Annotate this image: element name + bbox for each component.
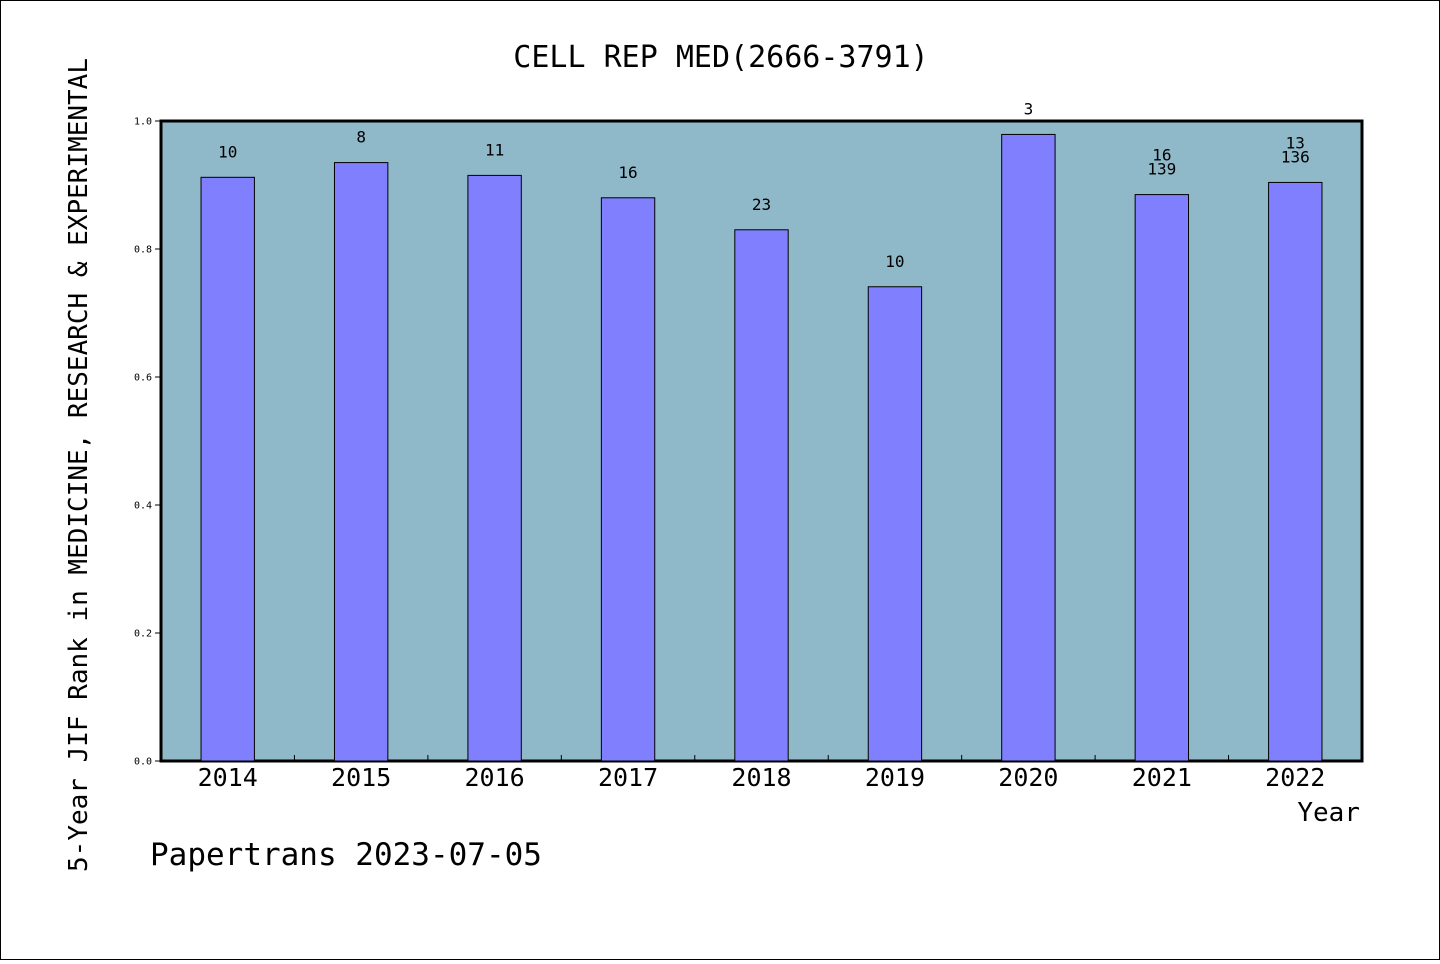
bar-value-label: 11 [485,140,504,159]
bar-value-label: 23 [752,195,771,214]
bar-value-label: 139 [1147,160,1176,179]
bar-2020 [1001,133,1056,762]
bar-2017 [600,197,656,762]
bar-value-label: 8 [356,128,366,147]
y-axis: 0.0 0.2 0.4 0.6 0.8 1.0 [134,117,161,768]
y-tick-label: 0.8 [134,245,152,256]
x-tick-label: 2018 [731,763,791,792]
bar-value-label: 13 [1286,133,1305,152]
bar-value-label: 136 [1281,147,1310,166]
y-tick-label: 1.0 [134,117,152,128]
y-tick-label: 0.4 [134,501,152,512]
bar-value-label: 16 [618,163,637,182]
bar-value-label: 16 [1152,146,1171,165]
x-tick-label: 2020 [998,763,1058,792]
x-axis-title: Year [1297,798,1360,828]
x-tick-label: 2014 [198,763,258,792]
footer-text: Papertrans 2023-07-05 [150,837,542,873]
bar-value-label: 10 [885,252,904,271]
chart-title: CELL REP MED(2666-3791) [513,40,928,75]
x-tick-label: 2015 [331,763,391,792]
x-tick-label: 2021 [1132,763,1192,792]
y-tick-label: 0.0 [134,757,152,768]
bar-2022 [1268,181,1323,762]
bar-2021 [1134,194,1190,762]
bar-2018 [734,229,789,762]
x-tick-label: 2016 [465,763,525,792]
bar-value-label: 10 [218,142,237,161]
x-tick-label: 2017 [598,763,658,792]
bar-value-label: 3 [1024,99,1034,118]
x-tick-label: 2019 [865,763,925,792]
y-tick-label: 0.2 [134,629,152,640]
bar-2016 [467,174,522,762]
x-axis: 2014 2015 2016 2017 2018 2019 2020 2021 2022 [198,755,1325,792]
y-axis-title: 5-Year JIF Rank in MEDICINE, RESEARCH & … [64,58,94,872]
y-tick-label: 0.6 [134,373,152,384]
bar-2019 [867,286,923,762]
bar-2015 [333,162,389,762]
bar-2014 [200,176,255,762]
x-tick-label: 2022 [1265,763,1325,792]
